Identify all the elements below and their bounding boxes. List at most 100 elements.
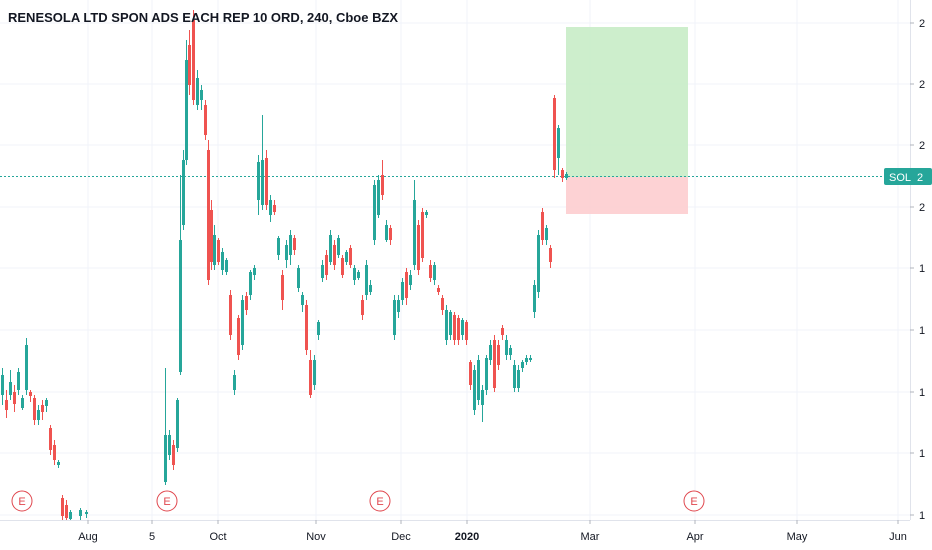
candle <box>465 320 468 345</box>
x-tick-label: Apr <box>686 531 703 543</box>
candle <box>225 258 228 275</box>
candle <box>501 325 504 340</box>
candle <box>493 335 496 392</box>
candle <box>5 390 8 418</box>
candle <box>257 155 260 215</box>
candle <box>49 425 52 455</box>
y-tick-label: 1 <box>919 387 925 399</box>
candle <box>249 270 252 300</box>
candle <box>441 295 444 315</box>
candle <box>79 508 82 520</box>
candle <box>57 460 60 468</box>
candle <box>305 300 308 355</box>
candle <box>413 180 416 270</box>
candle <box>401 278 404 305</box>
x-tick-label: Mar <box>581 531 600 543</box>
candle <box>429 260 432 282</box>
svg-text:E: E <box>376 496 383 508</box>
candle <box>65 500 68 520</box>
candle <box>179 175 182 375</box>
candle <box>353 265 356 285</box>
candle <box>293 235 296 255</box>
candle <box>497 340 500 370</box>
earnings-marker[interactable]: E <box>369 490 391 512</box>
candle <box>537 230 540 298</box>
candle <box>329 230 332 265</box>
candle <box>204 100 207 140</box>
grid <box>0 0 910 520</box>
x-tick-label: May <box>787 531 808 543</box>
candle <box>164 368 167 485</box>
x-tick-label: Oct <box>209 531 226 543</box>
loss-zone <box>566 177 688 214</box>
candle <box>529 355 532 362</box>
candle <box>557 125 560 175</box>
candle <box>369 280 372 295</box>
earnings-marker[interactable]: E <box>683 490 705 512</box>
candle <box>253 265 256 280</box>
candle <box>273 200 276 215</box>
candle <box>210 200 213 270</box>
candle <box>196 70 199 110</box>
candle <box>405 268 408 305</box>
candle <box>53 440 56 465</box>
candle <box>182 150 185 230</box>
candle <box>1 368 4 405</box>
candle <box>277 236 280 260</box>
candle <box>168 430 171 460</box>
chart-title: RENESOLA LTD SPON ADS EACH REP 10 ORD, 2… <box>8 10 398 25</box>
candle <box>377 175 380 218</box>
candle <box>237 315 240 360</box>
svg-text:E: E <box>18 496 25 508</box>
candlesticks <box>1 10 568 520</box>
x-tick-label: Jun <box>889 531 907 543</box>
candle <box>317 320 320 340</box>
candle <box>461 318 464 340</box>
candle <box>33 395 36 425</box>
candle <box>9 370 12 400</box>
candle <box>192 10 195 105</box>
candle <box>505 335 508 360</box>
candle <box>457 315 460 345</box>
y-tick-label: 2 <box>919 18 925 30</box>
candle <box>509 345 512 360</box>
candle <box>217 238 220 265</box>
candle <box>549 245 552 268</box>
candle <box>453 312 456 345</box>
time-axis[interactable]: Aug 5 Oct Nov Dec 2020 Mar Apr May Jun <box>0 520 910 543</box>
candle <box>433 262 436 285</box>
candle <box>513 360 516 392</box>
earnings-marker[interactable]: E <box>11 490 33 512</box>
candle <box>541 208 544 245</box>
candle <box>21 395 24 410</box>
candle <box>565 172 568 180</box>
candle <box>301 292 304 312</box>
candle <box>176 398 179 452</box>
x-tick-label: Nov <box>306 531 326 543</box>
candle <box>85 510 88 518</box>
candle <box>437 285 440 295</box>
y-tick-label: 1 <box>919 325 925 337</box>
position-zones <box>566 27 688 214</box>
candle <box>417 220 420 275</box>
y-tick-label: 1 <box>919 448 925 460</box>
candle <box>469 360 472 390</box>
candle <box>337 235 340 258</box>
y-tick-label: 2 <box>919 140 925 152</box>
candle <box>25 338 28 395</box>
candle <box>389 225 392 245</box>
candle <box>241 295 244 350</box>
candle <box>481 385 484 422</box>
candle <box>521 360 524 372</box>
price-label-symbol: SOL <box>889 172 911 184</box>
candle <box>477 355 480 405</box>
candle <box>365 260 368 300</box>
price-axis[interactable]: 2 2 2 2 1 1 1 1 1 <box>910 0 925 522</box>
candle <box>381 160 384 200</box>
candle <box>200 85 203 110</box>
candle <box>233 370 236 395</box>
y-tick-label: 1 <box>919 510 925 522</box>
earnings-marker[interactable]: E <box>156 490 178 512</box>
candle <box>61 495 64 520</box>
